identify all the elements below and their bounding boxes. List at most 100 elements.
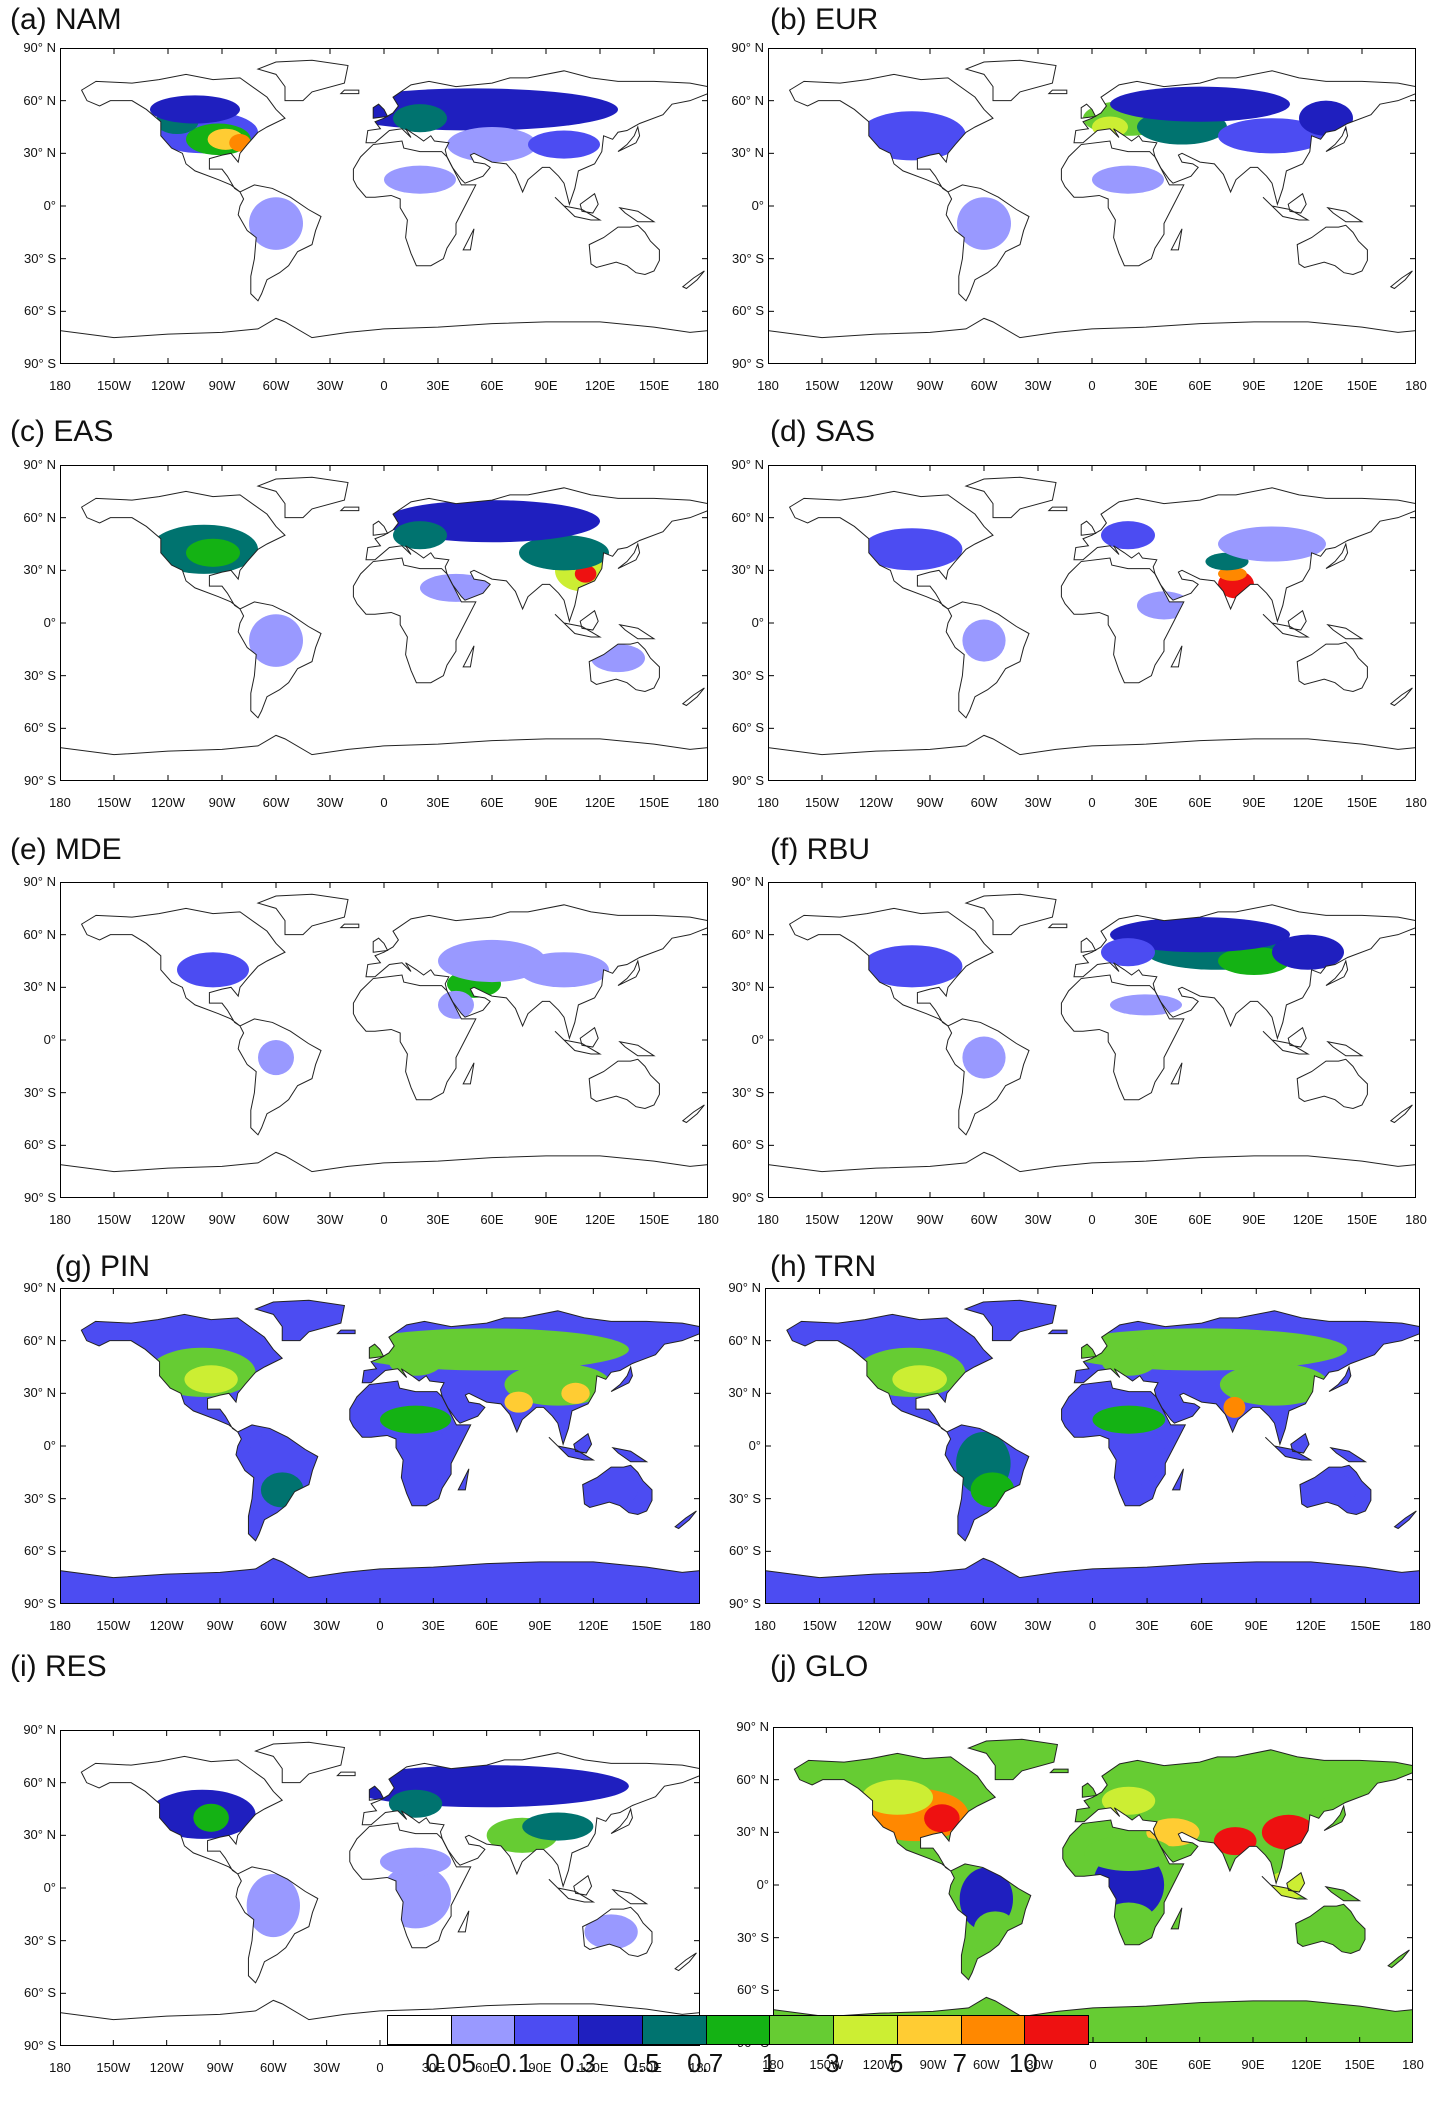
value-region — [344, 1328, 629, 1371]
value-region — [1101, 1347, 1157, 1376]
lat-label: 90° N — [731, 457, 764, 472]
lon-label: 60W — [262, 378, 290, 393]
value-region — [962, 619, 1006, 662]
coastline — [372, 520, 389, 536]
lat-label: 30° N — [731, 145, 764, 161]
coastline — [1393, 1510, 1417, 1530]
map-eur — [768, 48, 1416, 364]
lon-label: 90W — [208, 1212, 236, 1227]
lon-label: 180 — [49, 1212, 71, 1227]
lon-label: 30E — [1134, 795, 1158, 810]
lon-label: 120W — [859, 1212, 893, 1227]
colorbar-box — [706, 2016, 771, 2044]
coastline — [352, 140, 477, 267]
lon-label: 120E — [578, 2060, 609, 2075]
lon-label: 60E — [1188, 378, 1212, 393]
lat-label: 90° S — [24, 1190, 56, 1205]
coastline — [235, 1866, 319, 1984]
lon-label: 150W — [97, 378, 131, 393]
lon-label: 180 — [1409, 1618, 1431, 1633]
coastline — [610, 1365, 633, 1393]
coastline — [361, 1752, 700, 1889]
coastline — [1328, 1365, 1352, 1393]
lon-label: 120E — [1295, 1618, 1327, 1633]
coastline — [457, 1468, 470, 1491]
lon-label: 180 — [757, 1212, 779, 1227]
coastline — [554, 613, 602, 638]
coastline — [1326, 623, 1364, 640]
coastline — [1329, 1446, 1368, 1463]
lon-label: 30E — [426, 378, 450, 393]
coastline — [554, 1030, 602, 1055]
lat-label: 30° N — [23, 145, 56, 161]
value-region — [1213, 1827, 1257, 1856]
colorbar-box — [1025, 2016, 1089, 2044]
value-region — [574, 565, 597, 583]
coastline — [372, 937, 389, 953]
lat-label: 30° N — [731, 979, 764, 995]
coastline — [256, 59, 349, 102]
lat-label: 60° S — [24, 1137, 56, 1153]
value-region — [962, 1036, 1006, 1079]
value-region — [519, 952, 609, 988]
coastline — [1286, 1871, 1306, 1893]
lon-label: 150E — [638, 1212, 670, 1227]
lon-label: 180 — [757, 378, 779, 393]
lon-label: 30E — [421, 1618, 445, 1633]
lon-label: 60W — [262, 795, 290, 810]
colorbar-box — [642, 2016, 707, 2044]
coastline — [352, 974, 477, 1101]
coastline — [618, 623, 656, 640]
lat-label: 60° N — [23, 92, 56, 108]
coastline — [768, 734, 1416, 781]
coastline — [365, 904, 708, 1040]
lat-label: 90° S — [24, 2038, 56, 2053]
map-sas — [768, 465, 1416, 781]
coastline — [1073, 1310, 1420, 1446]
coastline — [579, 609, 599, 631]
lat-label: 30° S — [24, 667, 56, 683]
coastline — [579, 1026, 599, 1048]
land-base — [60, 894, 708, 1198]
lon-label: 120W — [857, 1618, 892, 1633]
lon-label: 180 — [757, 795, 779, 810]
lon-label: 90W — [915, 1618, 943, 1633]
land-base — [768, 894, 1416, 1198]
lon-label: 180 — [697, 1212, 719, 1227]
value-region — [1092, 165, 1164, 194]
lat-label: 90° S — [24, 356, 56, 371]
value-region — [528, 130, 600, 159]
lat-label: 30° N — [23, 1385, 56, 1401]
lon-label: 180 — [49, 2060, 71, 2075]
coastline — [1073, 904, 1416, 1040]
map-trn — [765, 1288, 1420, 1604]
lat-label: 90° N — [736, 1719, 769, 1734]
colorbar-label: 0.5 — [623, 2048, 660, 2078]
lon-label: 0 — [380, 378, 388, 393]
lon-label: 30E — [1134, 1212, 1158, 1227]
lon-label: 60E — [475, 2060, 499, 2075]
coastline — [765, 1557, 1420, 1604]
coastline — [945, 184, 1030, 302]
lon-label: 120E — [1292, 378, 1324, 393]
value-region — [1218, 566, 1247, 581]
lon-label: 90W — [916, 795, 944, 810]
colorbar-label: 7 — [952, 2048, 967, 2078]
value-region — [1084, 1835, 1173, 1871]
lat-label: 60° N — [23, 1774, 56, 1790]
coastline — [254, 1299, 346, 1342]
lon-label: 120W — [149, 2060, 184, 2075]
lon-label: 90W — [916, 1212, 944, 1227]
coastline — [1062, 1819, 1185, 1946]
lon-label: 150W — [96, 1618, 131, 1633]
value-region — [584, 1914, 638, 1950]
coastline — [1170, 228, 1183, 251]
coastline — [1261, 1875, 1309, 1900]
lat-label: 30° S — [24, 250, 56, 266]
coastline — [1047, 923, 1068, 929]
lon-label: 0 — [1088, 1618, 1097, 1633]
lon-label: 30W — [1026, 2057, 1054, 2072]
lat-label: 0° — [43, 1438, 56, 1453]
coastline — [256, 893, 349, 936]
value-region — [892, 1365, 947, 1394]
